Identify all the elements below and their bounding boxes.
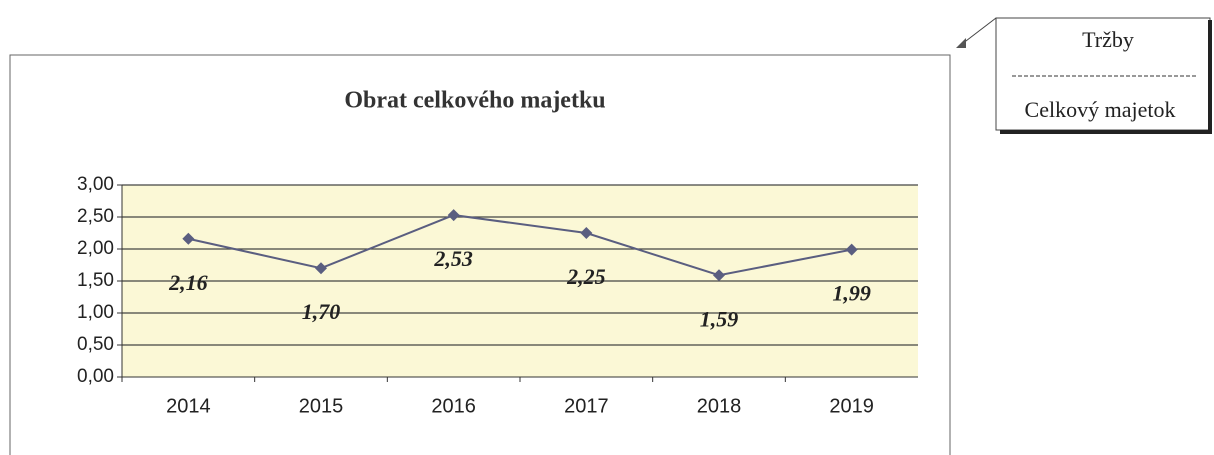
data-label: 1,99 [832,281,871,306]
x-tick-label: 2015 [299,395,344,417]
data-label: 1,70 [302,299,341,324]
y-tick-label: 0,00 [77,366,114,387]
data-label: 2,53 [433,246,473,271]
y-tick-label: 1,50 [77,270,114,291]
x-tick-label: 2014 [166,395,211,417]
marker [315,262,327,275]
marker [580,227,593,239]
x-tick-label: 2018 [697,395,742,417]
line [188,214,852,277]
formula-denominator: Celkový majetok [1025,97,1176,122]
marker [447,209,460,222]
y-tick-label: 3,00 [77,174,114,195]
callout-arrow [961,17,997,45]
data-label: 2,16 [168,270,208,295]
x-tick-label: 2017 [564,395,609,417]
marker [845,243,858,256]
y-tick-label: 1,00 [77,302,114,323]
y-tick-label: 2,50 [77,206,114,227]
y-tick-label: 2,00 [77,238,114,259]
marker [182,232,195,245]
x-tick-label: 2016 [431,395,476,417]
chart-title: Obrat celkového majetku [344,88,605,114]
y-tick-label: 0,50 [77,334,114,355]
marker [713,269,725,282]
formula-numerator: Tržby [1082,27,1134,52]
callout-arrowhead [956,38,966,48]
data-label: 1,59 [700,306,739,331]
x-tick-label: 2019 [829,395,874,417]
data-label: 2,25 [566,264,606,289]
